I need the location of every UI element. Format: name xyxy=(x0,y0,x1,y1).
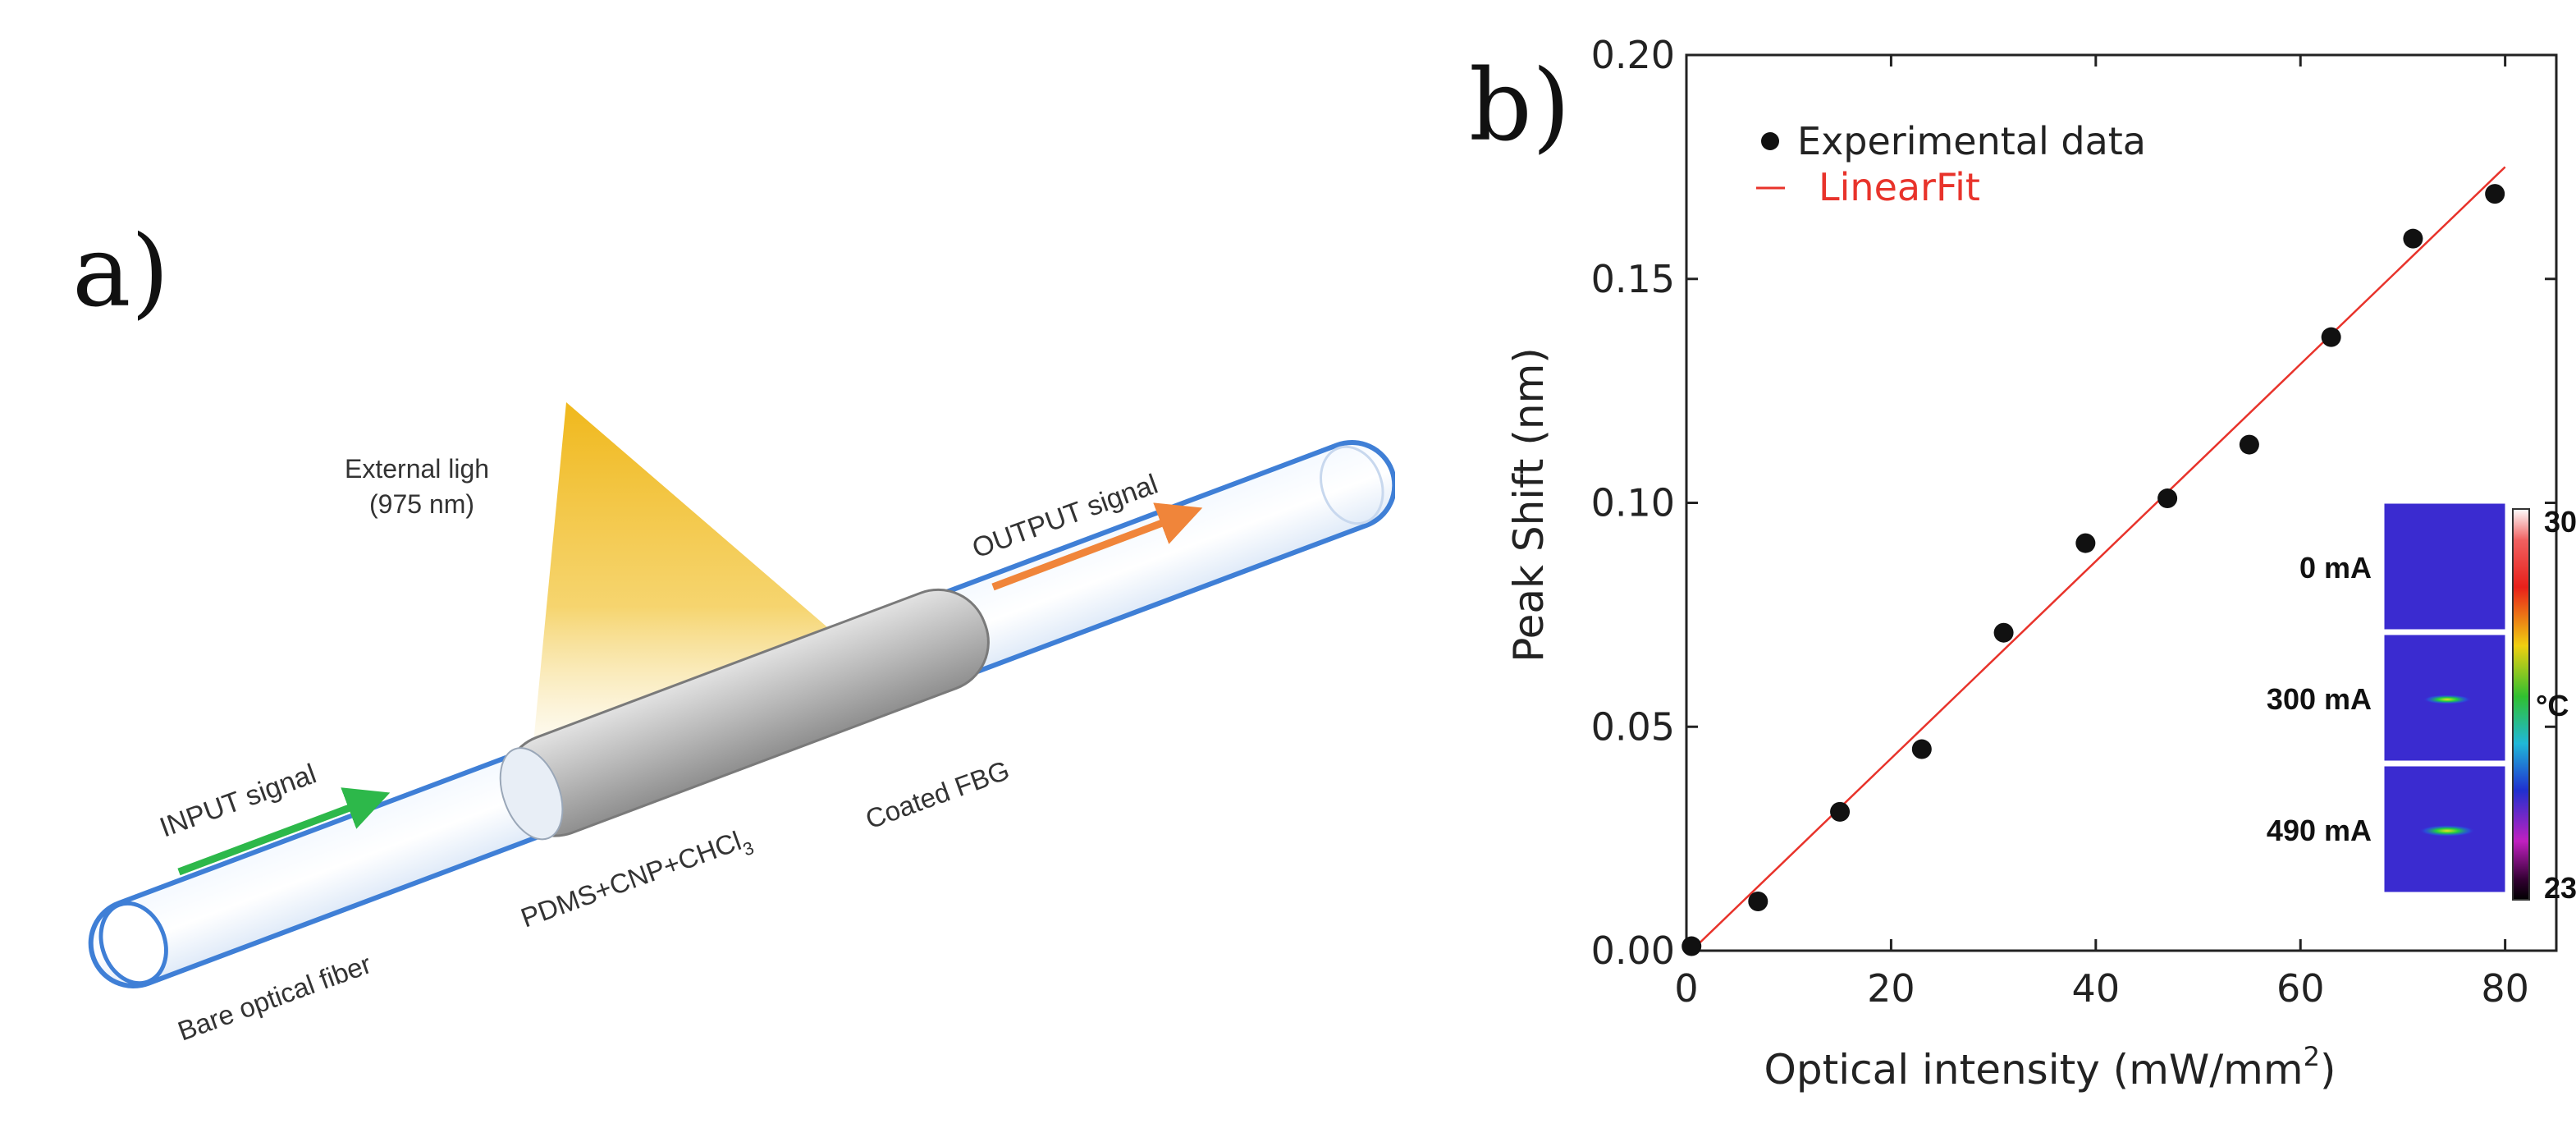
y-tick-label: 0.05 xyxy=(1591,704,1675,749)
inset-current-label: 300 mA xyxy=(2267,682,2372,716)
legend-label-experimental: Experimental data xyxy=(1797,119,2146,163)
coating-formula-label: PDMS+CNP+CHCl3 xyxy=(517,822,757,939)
colorbar-min: 23 xyxy=(2544,871,2576,905)
legend-label-fit: LinearFit xyxy=(1819,165,1980,209)
x-axis-label-sup: 2 xyxy=(2304,1041,2320,1072)
data-point xyxy=(1993,622,2014,643)
legend: Experimental data LinearFit xyxy=(1756,119,2146,209)
data-point xyxy=(1911,739,1932,759)
colorbar-unit: °C xyxy=(2536,689,2569,722)
optical-fiber xyxy=(88,439,1395,989)
data-point xyxy=(2485,184,2505,204)
external-light-label-line2: (975 nm) xyxy=(369,489,474,519)
colorbar-max: 30 xyxy=(2544,505,2576,539)
x-axis-ticks: 0 20 40 60 80 xyxy=(1674,55,2529,1011)
coated-fbg-label: Coated FBG xyxy=(862,754,1013,835)
inset-thermal-image xyxy=(2382,763,2508,895)
y-tick-label: 0.10 xyxy=(1591,481,1675,525)
coating-formula-main: PDMS+CNP+CHCl xyxy=(517,825,745,933)
data-point xyxy=(2239,434,2259,455)
inset-hot-spot xyxy=(2423,695,2472,704)
data-point xyxy=(1830,801,1851,822)
data-point xyxy=(1748,891,1768,911)
panel-a-label: a) xyxy=(72,215,170,329)
output-arrow xyxy=(991,502,1203,591)
y-tick-label: 0.15 xyxy=(1591,257,1675,301)
inset-hot-spot xyxy=(2419,825,2475,837)
inset-rows: 0 mA 300 mA 490 mA xyxy=(2267,501,2508,895)
inset-thermal-image xyxy=(2382,501,2508,632)
y-tick-label: 0.20 xyxy=(1591,33,1675,77)
x-axis-label-main: Optical intensity (mW/mm xyxy=(1764,1046,2304,1094)
thermal-inset: 0 mA 300 mA 490 mA 30 °C 23 xyxy=(2267,501,2576,905)
x-tick-label: 0 xyxy=(1674,966,1698,1011)
input-arrow xyxy=(177,787,391,876)
panel-b-label: b) xyxy=(1469,49,1571,163)
data-point xyxy=(1681,936,1702,956)
data-point xyxy=(2321,327,2341,347)
y-axis-ticks: 0.00 0.05 0.10 0.15 0.20 xyxy=(1591,33,2556,973)
y-axis-label: Peak Shift (nm) xyxy=(1505,347,1553,663)
y-tick-label: 0.00 xyxy=(1591,929,1675,973)
x-tick-label: 60 xyxy=(2276,966,2325,1011)
points-layer xyxy=(1681,184,2505,956)
data-point xyxy=(2403,228,2423,249)
inset-current-label: 0 mA xyxy=(2299,551,2372,585)
data-point xyxy=(2157,488,2178,509)
x-axis-label-close: ) xyxy=(2320,1046,2336,1094)
data-point xyxy=(2075,533,2096,553)
x-tick-label: 40 xyxy=(2072,966,2121,1011)
fiber-schematic: External ligh (975 nm) OUTPUT signal INP… xyxy=(88,402,1395,1047)
colorbar xyxy=(2512,508,2530,901)
legend-marker-experimental xyxy=(1761,132,1779,150)
inset-current-label: 490 mA xyxy=(2267,814,2372,847)
coating-formula-sub: 3 xyxy=(740,837,757,860)
linear-fit-line xyxy=(1691,166,2506,951)
x-axis-label: Optical intensity (mW/mm2) xyxy=(1764,1041,2336,1094)
peak-shift-chart: 0 20 40 60 80 0.00 0.05 0.10 0.15 0.20 Optical i… xyxy=(1505,33,2576,1094)
external-light-label-line1: External ligh xyxy=(345,454,489,484)
x-tick-label: 80 xyxy=(2481,966,2529,1011)
fit-layer xyxy=(1691,166,2506,951)
x-tick-label: 20 xyxy=(1867,966,1915,1011)
